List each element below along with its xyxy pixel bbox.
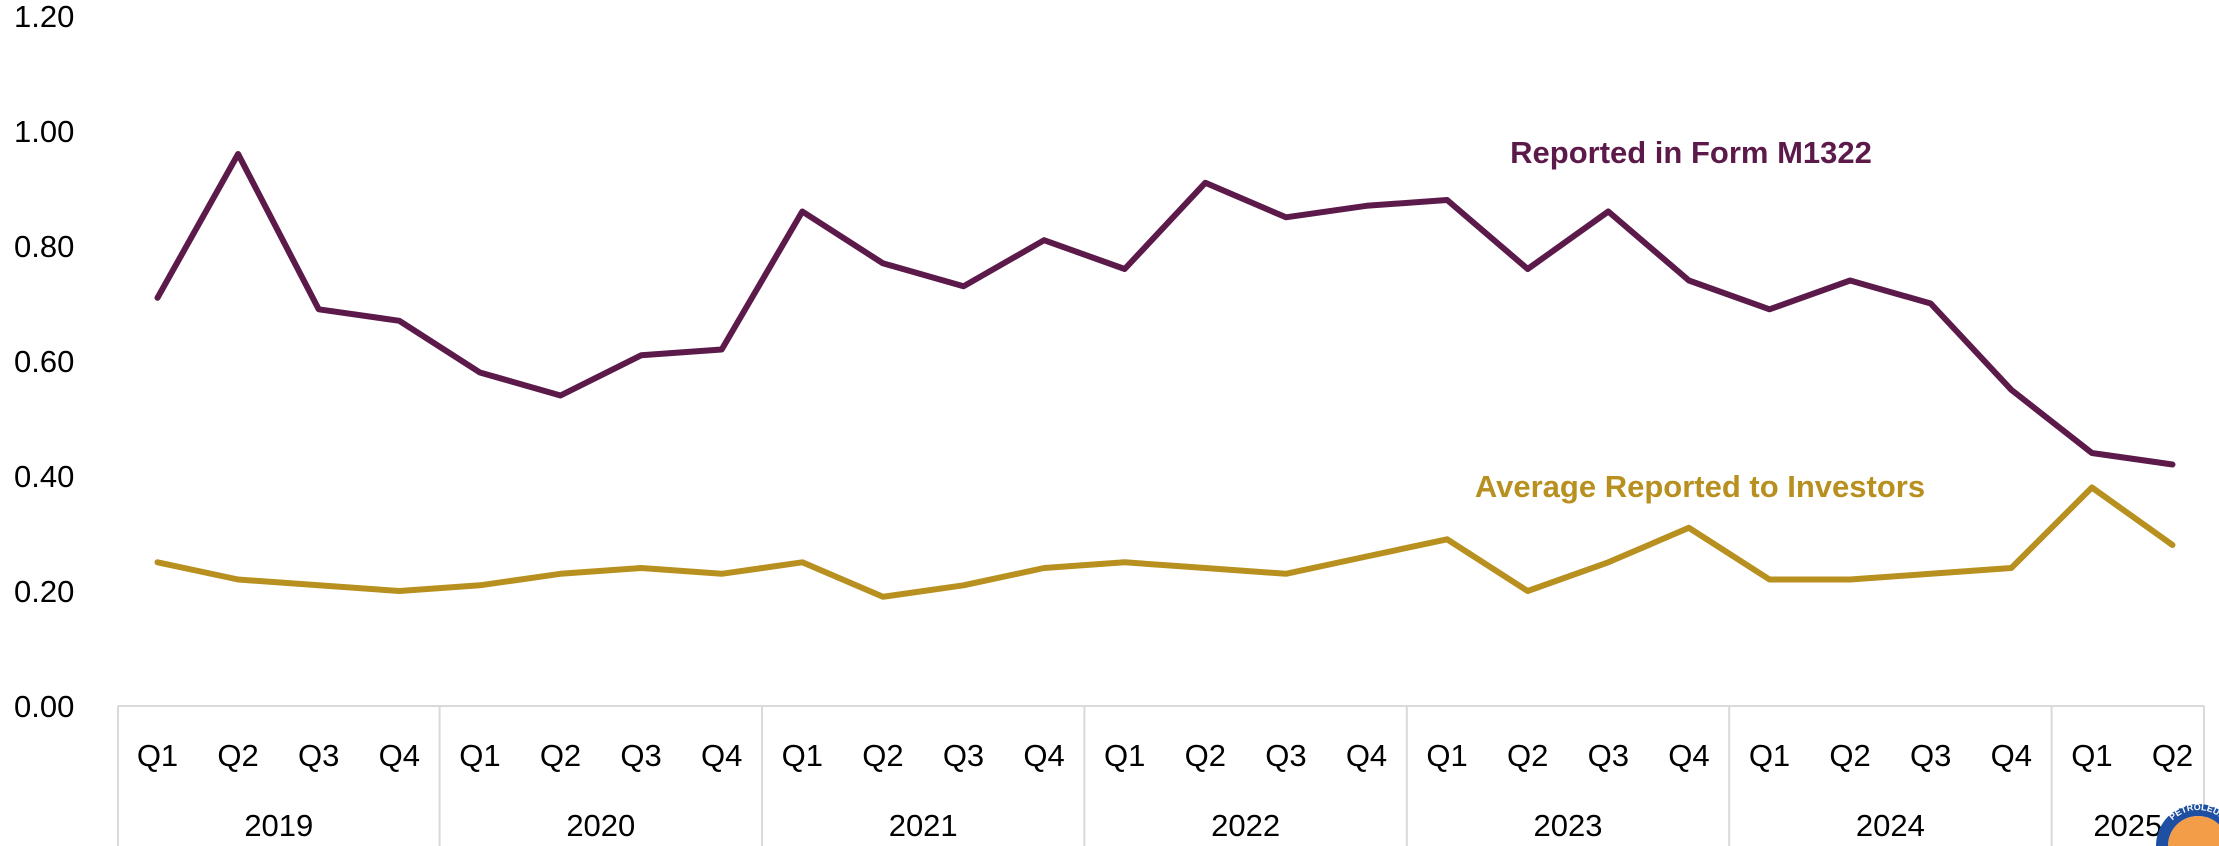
x-tick-label-quarter: Q1 xyxy=(459,738,500,773)
y-tick-label: 0.60 xyxy=(14,344,74,379)
x-tick-label-year: 2023 xyxy=(1534,808,1603,843)
x-tick-label-quarter: Q1 xyxy=(1426,738,1467,773)
x-tick-label-year: 2024 xyxy=(1856,808,1925,843)
x-tick-label-quarter: Q4 xyxy=(1023,738,1064,773)
series-label-form-m1322: Reported in Form M1322 xyxy=(1510,135,1872,170)
x-tick-label-quarter: Q3 xyxy=(298,738,339,773)
x-tick-label-quarter: Q4 xyxy=(1668,738,1709,773)
series-line-investors xyxy=(154,484,2176,600)
x-tick-label-quarter: Q1 xyxy=(782,738,823,773)
x-tick-label-year: 2022 xyxy=(1211,808,1280,843)
x-tick-label-quarter: Q2 xyxy=(1507,738,1548,773)
x-tick-label-quarter: Q1 xyxy=(2071,738,2112,773)
y-axis: 0.00 0.20 0.40 0.60 0.80 1.00 1.20 xyxy=(14,0,74,724)
x-tick-label-year: 2021 xyxy=(889,808,958,843)
x-tick-label-quarter: Q2 xyxy=(1829,738,1870,773)
petroleum-logo: PETROLEUM xyxy=(2156,802,2219,846)
x-tick-label-quarter: Q2 xyxy=(862,738,903,773)
x-tick-label-year: 2020 xyxy=(566,808,635,843)
x-tick-label-quarter: Q2 xyxy=(540,738,581,773)
series-labels: Reported in Form M1322 Average Reported … xyxy=(1475,135,1925,504)
y-tick-label: 1.00 xyxy=(14,114,74,149)
x-tick-label-quarter: Q3 xyxy=(943,738,984,773)
y-tick-label: 1.20 xyxy=(14,0,74,34)
x-tick-label-quarter: Q2 xyxy=(1185,738,1226,773)
series-label-investors: Average Reported to Investors xyxy=(1475,469,1925,504)
x-tick-label-quarter: Q2 xyxy=(217,738,258,773)
y-tick-label: 0.00 xyxy=(14,689,74,724)
x-tick-label-quarter: Q4 xyxy=(1346,738,1387,773)
logo-seal-arc xyxy=(2168,816,2219,846)
x-tick-label-quarter: Q4 xyxy=(1991,738,2032,773)
x-tick-label-quarter: Q4 xyxy=(379,738,420,773)
x-tick-label-quarter: Q2 xyxy=(2152,738,2193,773)
series-lines xyxy=(154,151,2176,600)
x-tick-label-quarter: Q3 xyxy=(1910,738,1951,773)
x-tick-label-quarter: Q1 xyxy=(137,738,178,773)
x-tick-label-quarter: Q4 xyxy=(701,738,742,773)
series-line-form-m1322 xyxy=(154,151,2176,468)
y-tick-label: 0.80 xyxy=(14,229,74,264)
x-tick-label-quarter: Q3 xyxy=(1588,738,1629,773)
x-tick-label-year: 2025 xyxy=(2093,808,2162,843)
x-tick-label-year: 2019 xyxy=(244,808,313,843)
y-tick-label: 0.40 xyxy=(14,459,74,494)
x-tick-label-quarter: Q3 xyxy=(620,738,661,773)
y-tick-label: 0.20 xyxy=(14,574,74,609)
x-tick-label-quarter: Q3 xyxy=(1265,738,1306,773)
x-axis: Q1 Q2 Q3 Q4 Q1 Q2 Q3 Q4 Q1 Q2 Q3 Q4 Q1 Q2 Q3 Q4 Q1 Q2 Q3 Q4… xyxy=(117,705,2205,846)
x-tick-label-quarter: Q1 xyxy=(1104,738,1145,773)
x-tick-label-quarter: Q1 xyxy=(1749,738,1790,773)
